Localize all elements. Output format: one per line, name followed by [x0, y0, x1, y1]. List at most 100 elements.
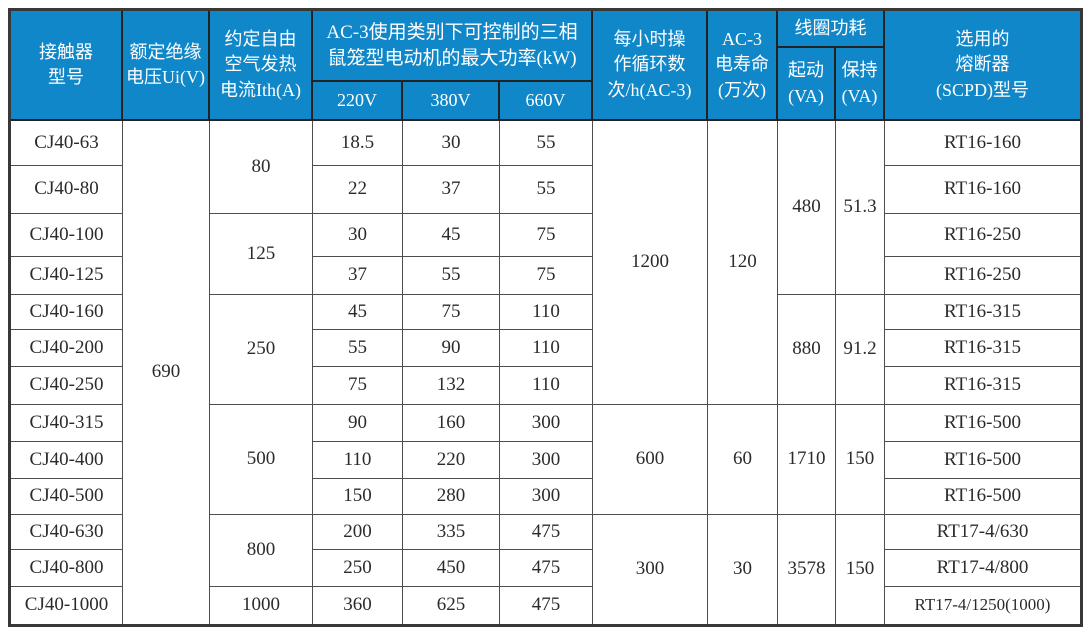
power-220-cell: 150	[313, 479, 403, 515]
model-cell: CJ40-630	[11, 515, 123, 550]
ith-cell: 1000	[210, 587, 313, 624]
power-660-cell: 55	[500, 166, 593, 214]
power-380-cell: 75	[403, 295, 500, 330]
ith-cell: 800	[210, 515, 313, 587]
power-220-cell: 55	[313, 330, 403, 367]
model-cell: CJ40-800	[11, 550, 123, 587]
header-fuse: 选用的 熔断器 (SCPD)型号	[885, 11, 1080, 121]
cycles-cell: 1200	[593, 121, 708, 405]
power-660-cell: 475	[500, 515, 593, 550]
power-660-cell: 110	[500, 330, 593, 367]
contactor-spec-table: 接触器 型号 额定绝缘 电压Ui(V) 约定自由 空气发热 电流Ith(A) A…	[8, 8, 1083, 627]
power-380-cell: 37	[403, 166, 500, 214]
power-220-cell: 75	[313, 367, 403, 405]
life-cell: 60	[708, 405, 778, 515]
model-cell: CJ40-160	[11, 295, 123, 330]
model-cell: CJ40-315	[11, 405, 123, 442]
header-coil-group: 线圈功耗	[778, 11, 885, 48]
header-rated-voltage: 额定绝缘 电压Ui(V)	[123, 11, 210, 121]
ith-cell: 80	[210, 121, 313, 214]
power-660-cell: 75	[500, 214, 593, 257]
power-220-cell: 30	[313, 214, 403, 257]
fuse-cell: RT16-500	[885, 405, 1080, 442]
power-660-cell: 300	[500, 405, 593, 442]
fuse-cell: RT16-160	[885, 166, 1080, 214]
coil-start-cell: 480	[778, 121, 836, 295]
power-380-cell: 450	[403, 550, 500, 587]
power-220-cell: 110	[313, 442, 403, 479]
power-660-cell: 300	[500, 442, 593, 479]
fuse-cell: RT16-315	[885, 295, 1080, 330]
power-660-cell: 300	[500, 479, 593, 515]
fuse-cell: RT16-250	[885, 257, 1080, 295]
header-thermal-current: 约定自由 空气发热 电流Ith(A)	[210, 11, 313, 121]
power-380-cell: 132	[403, 367, 500, 405]
fuse-cell: RT17-4/1250(1000)	[914, 595, 1051, 615]
power-380-cell: 335	[403, 515, 500, 550]
ith-cell: 500	[210, 405, 313, 515]
model-cell: CJ40-500	[11, 479, 123, 515]
power-380-cell: 280	[403, 479, 500, 515]
coil-hold-cell: 91.2	[836, 295, 885, 405]
power-220-cell: 22	[313, 166, 403, 214]
power-380-cell: 625	[403, 587, 500, 624]
header-life: AC-3 电寿命 (万次)	[708, 11, 778, 121]
fuse-cell: RT16-250	[885, 214, 1080, 257]
coil-hold-cell: 150	[836, 515, 885, 624]
power-660-cell: 110	[500, 367, 593, 405]
cycles-cell: 300	[593, 515, 708, 624]
power-220-cell: 37	[313, 257, 403, 295]
life-cell: 120	[708, 121, 778, 405]
model-cell: CJ40-400	[11, 442, 123, 479]
fuse-cell: RT16-315	[885, 330, 1080, 367]
coil-start-cell: 3578	[778, 515, 836, 624]
coil-hold-cell: 150	[836, 405, 885, 515]
coil-start-cell: 880	[778, 295, 836, 405]
power-660-cell: 110	[500, 295, 593, 330]
power-660-cell: 475	[500, 550, 593, 587]
power-380-cell: 90	[403, 330, 500, 367]
power-220-cell: 90	[313, 405, 403, 442]
model-cell: CJ40-200	[11, 330, 123, 367]
header-coil-start: 起动 (VA)	[778, 48, 836, 121]
fuse-cell: RT17-4/800	[885, 550, 1080, 587]
power-380-cell: 30	[403, 121, 500, 166]
model-cell: CJ40-80	[11, 166, 123, 214]
header-220v: 220V	[313, 82, 403, 121]
header-coil-hold: 保持 (VA)	[836, 48, 885, 121]
model-cell: CJ40-1000	[11, 587, 123, 624]
rated-voltage-cell: 690	[123, 121, 210, 624]
header-model: 接触器 型号	[11, 11, 123, 121]
power-220-cell: 200	[313, 515, 403, 550]
power-660-cell: 475	[500, 587, 593, 624]
power-380-cell: 160	[403, 405, 500, 442]
life-cell: 30	[708, 515, 778, 624]
model-cell: CJ40-63	[11, 121, 123, 166]
power-220-cell: 360	[313, 587, 403, 624]
power-220-cell: 45	[313, 295, 403, 330]
fuse-cell: RT16-500	[885, 442, 1080, 479]
header-max-power-group: AC-3使用类别下可控制的三相 鼠笼型电动机的最大功率(kW)	[313, 11, 593, 82]
header-660v: 660V	[500, 82, 593, 121]
ith-cell: 125	[210, 214, 313, 295]
cycles-cell: 600	[593, 405, 708, 515]
fuse-cell: RT16-500	[885, 479, 1080, 515]
power-380-cell: 45	[403, 214, 500, 257]
power-220-cell: 18.5	[313, 121, 403, 166]
coil-hold-cell: 51.3	[836, 121, 885, 295]
fuse-cell: RT17-4/630	[885, 515, 1080, 550]
fuse-cell: RT16-160	[885, 121, 1080, 166]
power-220-cell: 250	[313, 550, 403, 587]
header-380v: 380V	[403, 82, 500, 121]
model-cell: CJ40-250	[11, 367, 123, 405]
power-380-cell: 55	[403, 257, 500, 295]
model-cell: CJ40-100	[11, 214, 123, 257]
fuse-cell: RT16-315	[885, 367, 1080, 405]
model-cell: CJ40-125	[11, 257, 123, 295]
header-cycles: 每小时操 作循环数 次/h(AC-3)	[593, 11, 708, 121]
coil-start-cell: 1710	[778, 405, 836, 515]
power-660-cell: 55	[500, 121, 593, 166]
power-660-cell: 75	[500, 257, 593, 295]
ith-cell: 250	[210, 295, 313, 405]
power-380-cell: 220	[403, 442, 500, 479]
